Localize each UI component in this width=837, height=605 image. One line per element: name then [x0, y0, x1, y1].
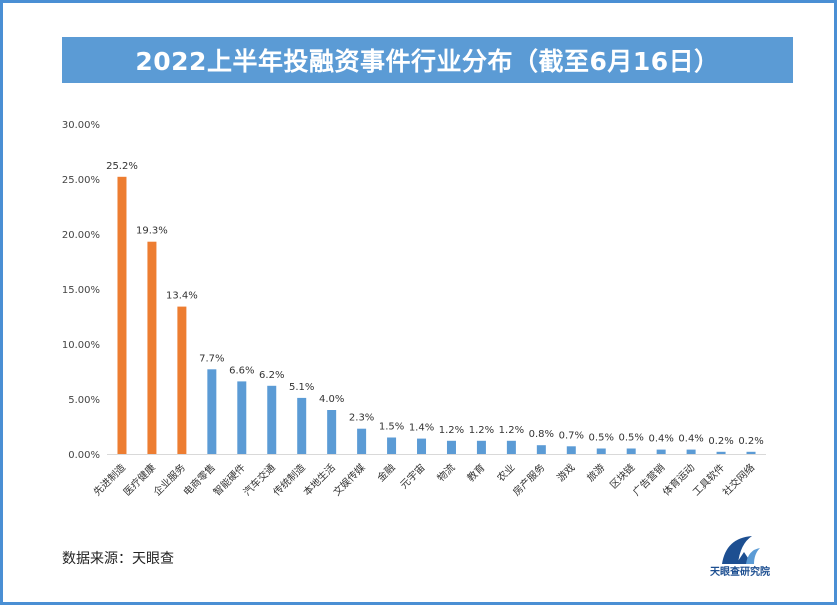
bar — [267, 385, 277, 454]
x-tick-label: 电商零售 — [180, 461, 217, 498]
data-label: 1.2% — [469, 425, 494, 436]
x-tick-label: 游戏 — [554, 461, 577, 484]
bar — [506, 440, 516, 454]
bar — [746, 451, 756, 454]
tianyancha-logo-icon — [722, 536, 760, 564]
bar — [207, 369, 217, 454]
bar — [626, 448, 636, 454]
x-tick-label: 文娱传媒 — [330, 461, 367, 498]
x-tick-label: 金融 — [374, 461, 397, 484]
bar — [147, 241, 157, 454]
data-label: 6.2% — [259, 370, 284, 381]
x-tick-label: 企业服务 — [151, 461, 188, 498]
x-tick-label: 教育 — [464, 461, 487, 484]
data-source-note: 数据来源：天眼查 — [62, 551, 174, 567]
x-tick-label: 旅游 — [584, 461, 607, 484]
bar — [177, 306, 187, 454]
bar — [417, 438, 427, 454]
x-tick-label: 农业 — [494, 461, 517, 484]
data-label: 25.2% — [106, 161, 138, 172]
bar — [297, 397, 307, 454]
x-tick-label: 元宇宙 — [397, 461, 427, 491]
bar — [117, 176, 127, 455]
bar — [357, 428, 367, 454]
data-label: 6.6% — [229, 365, 254, 376]
x-tick-label: 工具软件 — [690, 461, 727, 498]
x-tick-label: 体育运动 — [660, 461, 697, 498]
x-tick-label: 物流 — [434, 461, 457, 484]
data-label: 1.5% — [379, 422, 404, 433]
data-label: 0.7% — [559, 430, 584, 441]
data-label: 0.8% — [529, 429, 554, 440]
bar — [387, 437, 397, 454]
data-label: 19.3% — [136, 226, 168, 237]
x-tick-label: 区块链 — [607, 461, 637, 491]
data-label: 0.5% — [589, 433, 614, 444]
bar — [536, 445, 546, 454]
bar — [596, 448, 606, 454]
bar — [476, 440, 486, 454]
data-label: 13.4% — [166, 291, 198, 302]
data-label: 7.7% — [199, 353, 224, 364]
logo-caption: 天眼查研究院 — [710, 567, 770, 578]
y-tick-label: 10.00% — [62, 340, 100, 351]
y-tick-label: 15.00% — [62, 285, 100, 296]
bar — [327, 410, 337, 454]
bar — [566, 446, 576, 454]
data-label: 0.2% — [708, 436, 733, 447]
data-label: 0.2% — [738, 436, 763, 447]
data-label: 1.2% — [499, 425, 524, 436]
bar — [237, 381, 247, 454]
x-tick-label: 智能硬件 — [210, 461, 247, 498]
y-tick-label: 30.00% — [62, 120, 100, 131]
data-label: 2.3% — [349, 413, 374, 424]
bar — [716, 451, 726, 454]
y-tick-label: 0.00% — [68, 450, 100, 461]
x-tick-label: 本地生活 — [300, 461, 337, 498]
chart-title: 2022上半年投融资事件行业分布（截至6月16日） — [62, 37, 793, 83]
data-label: 4.0% — [319, 394, 344, 405]
bar — [686, 449, 696, 454]
data-label: 5.1% — [289, 382, 314, 393]
y-tick-label: 5.00% — [68, 395, 100, 406]
x-tick-label: 房产服务 — [510, 461, 547, 498]
x-tick-label: 广告营销 — [630, 461, 667, 498]
data-label: 1.2% — [439, 425, 464, 436]
data-label: 0.4% — [678, 434, 703, 445]
y-tick-label: 25.00% — [62, 175, 100, 186]
x-tick-label: 社交网络 — [720, 461, 757, 498]
bar — [656, 449, 666, 454]
data-label: 0.5% — [619, 433, 644, 444]
x-tick-label: 传统制造 — [270, 461, 307, 498]
y-tick-label: 20.00% — [62, 230, 100, 241]
x-tick-label: 先进制造 — [91, 461, 128, 498]
x-tick-label: 汽车交通 — [240, 461, 277, 498]
data-label: 0.4% — [648, 434, 673, 445]
bar — [446, 440, 456, 454]
x-tick-label: 医疗健康 — [121, 461, 158, 498]
data-label: 1.4% — [409, 423, 434, 434]
